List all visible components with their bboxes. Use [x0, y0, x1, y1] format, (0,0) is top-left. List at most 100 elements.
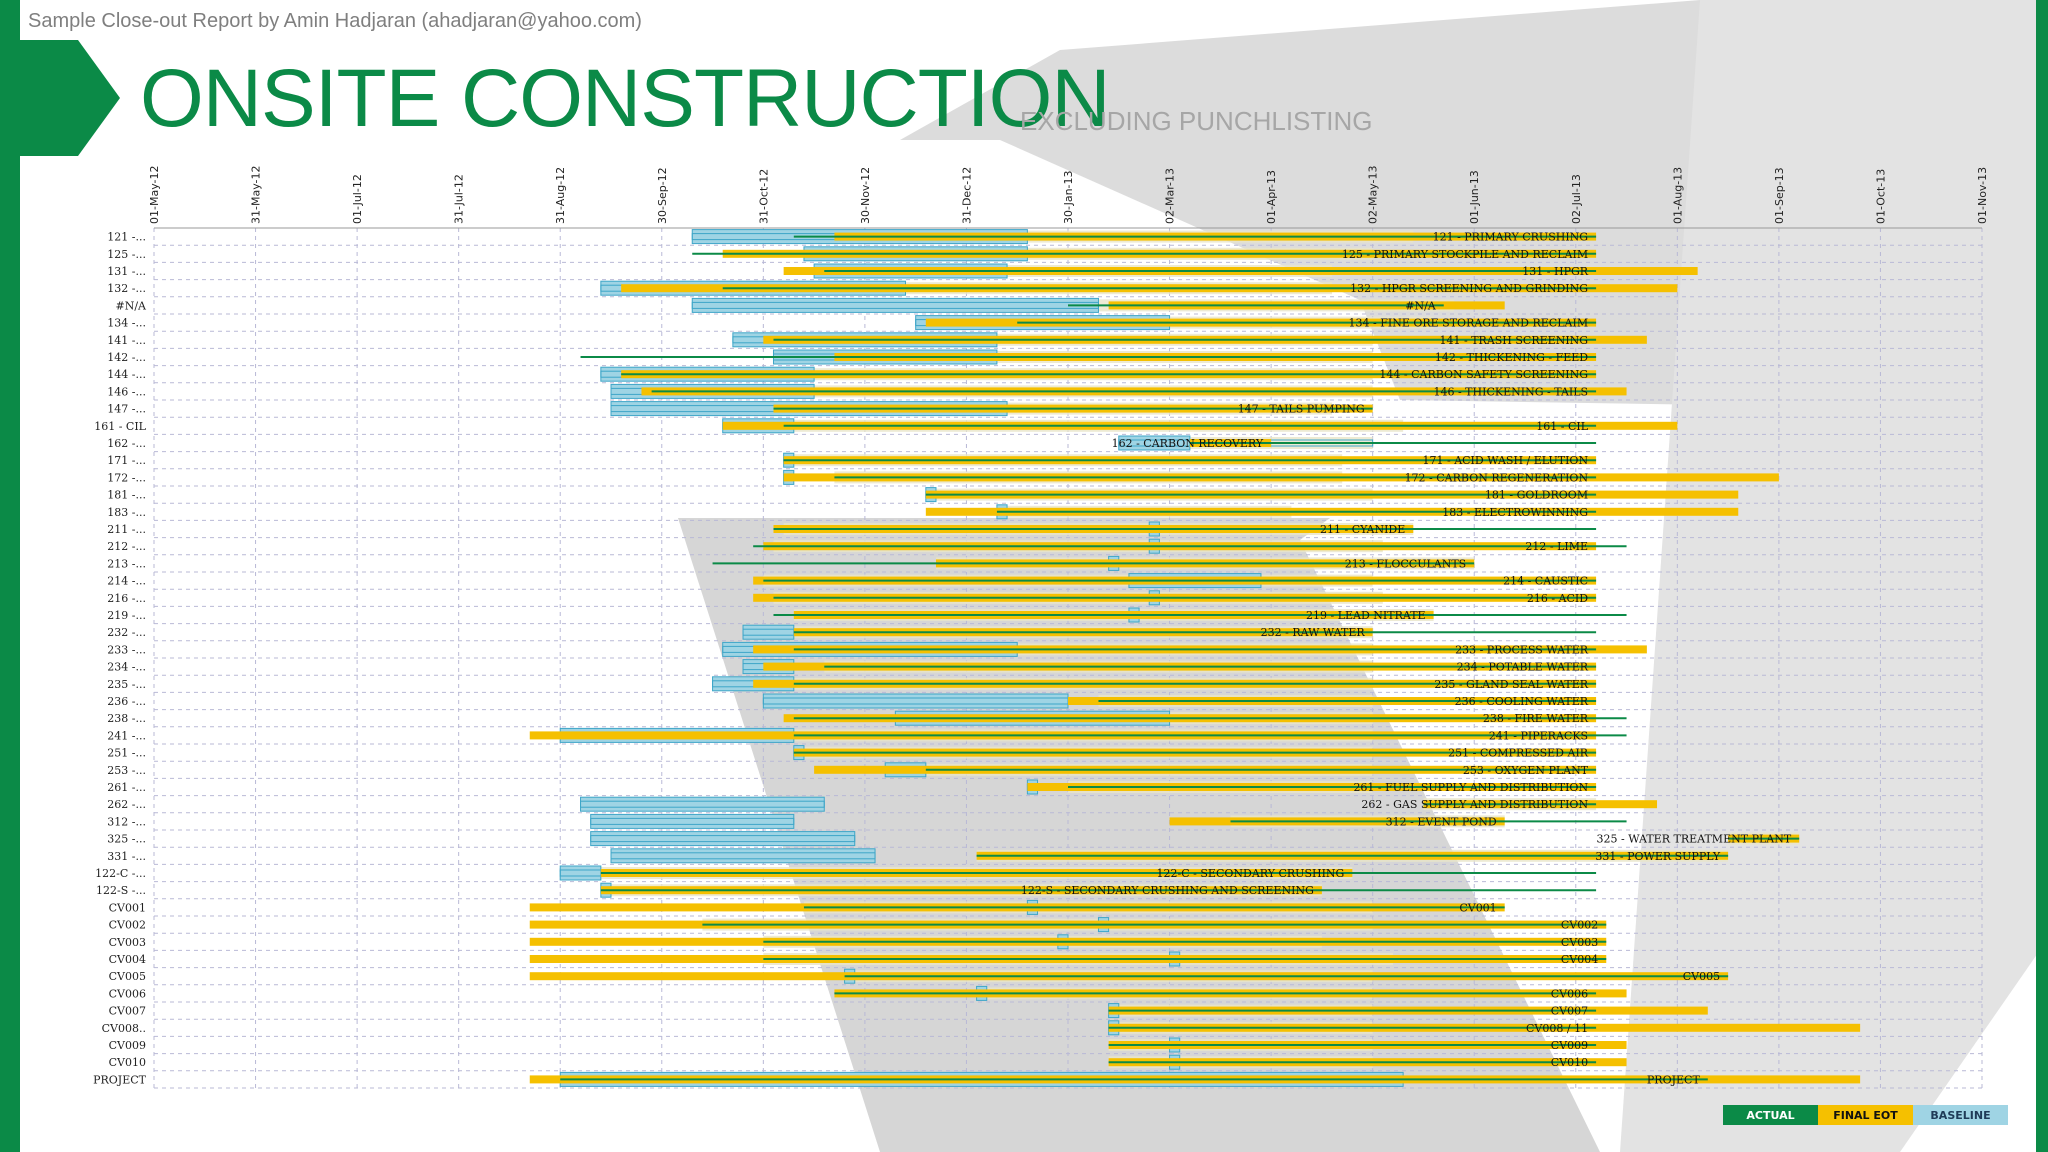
task-label: 171 - ACID WASH / ELUTION [1422, 454, 1588, 467]
task-label: CV005 [1683, 970, 1720, 983]
row-label: 141 -... [107, 334, 146, 347]
task-label: 214 - CAUSTIC [1503, 575, 1588, 588]
baseline-bar [559, 865, 602, 881]
task-label: 262 - GAS SUPPLY AND DISTRIBUTION [1361, 798, 1588, 811]
x-tick-label: 01-Jul-12 [351, 174, 364, 224]
page-subtitle: EXCLUDING PUNCHLISTING [1020, 106, 1373, 136]
row-label: 216 -... [107, 592, 146, 605]
row-label: 241 -... [107, 729, 146, 742]
row-label: 131 -... [107, 265, 146, 278]
baseline-bar [580, 796, 825, 812]
task-label: 241 - PIPERACKS [1489, 729, 1588, 742]
task-label: CV010 [1551, 1056, 1588, 1069]
task-label: 238 - FIRE WATER [1483, 712, 1589, 725]
row-label: 261 -... [107, 781, 146, 794]
task-label: 216 - ACID [1527, 592, 1588, 605]
row-label: 234 -... [107, 661, 146, 674]
task-label: 161 - CIL [1536, 420, 1588, 433]
x-tick-label: 02-Mar-13 [1164, 168, 1177, 224]
legend-actual: ACTUAL [1723, 1105, 1818, 1125]
baseline-bar [590, 831, 856, 847]
task-label: 232 - RAW WATER [1261, 626, 1366, 639]
task-label: 172 - CARBON REGENERATION [1405, 471, 1589, 484]
x-tick-label: 02-May-13 [1367, 166, 1380, 224]
task-label: 132 - HPGR SCREENING AND GRINDING [1350, 282, 1588, 295]
task-label: 251 - COMPRESSED AIR [1448, 747, 1589, 760]
task-label: 134 - FINE ORE STORAGE AND RECLAIM [1349, 317, 1589, 330]
task-label: 331 - POWER SUPPLY [1595, 850, 1720, 863]
baseline-bar [762, 693, 1069, 709]
row-label: 213 -... [107, 557, 146, 570]
row-label: CV005 [109, 970, 146, 983]
row-label: 262 -... [107, 798, 146, 811]
task-label: 253 - OXYGEN PLANT [1463, 764, 1589, 777]
row-label: 235 -... [107, 678, 146, 691]
x-tick-label: 01-Jun-13 [1468, 170, 1481, 224]
task-label: 235 - GLAND SEAL WATER [1434, 678, 1588, 691]
task-label: 234 - POTABLE WATER [1457, 661, 1589, 674]
task-label: 212 - LIME [1525, 540, 1588, 553]
task-label: 325 - WATER TREATMENT PLANT [1597, 833, 1792, 846]
task-label: CV008 / 11 [1526, 1022, 1588, 1035]
row-label: CV006 [109, 987, 146, 1000]
task-label: 146 - THICKENING - TAILS [1433, 385, 1588, 398]
legend-baseline: BASELINE [1913, 1105, 2008, 1125]
x-tick-label: 31-May-12 [250, 166, 263, 224]
baseline-outline [610, 852, 876, 860]
x-tick-label: 30-Sep-12 [656, 167, 669, 224]
x-tick-label: 31-Dec-12 [960, 167, 973, 224]
task-label: CV006 [1551, 987, 1588, 1000]
task-label: 141 - TRASH SCREENING [1440, 334, 1589, 347]
row-label: #N/A [116, 299, 148, 312]
row-label: 233 -... [107, 643, 146, 656]
row-label: 232 -... [107, 626, 146, 639]
row-label: 134 -... [107, 317, 146, 330]
task-label: 236 - COOLING WATER [1455, 695, 1589, 708]
arrow-chevron-icon [20, 40, 120, 156]
task-label: CV002 [1561, 919, 1598, 932]
task-label: 131 - HPGR [1522, 265, 1588, 278]
x-tick-label: 31-Oct-12 [757, 169, 770, 224]
x-tick-label: 01-Nov-13 [1976, 167, 1989, 224]
x-tick-label: 01-May-12 [148, 166, 161, 224]
right-accent-bar [2036, 0, 2048, 1152]
row-label: CV004 [109, 953, 146, 966]
header-note: Sample Close-out Report by Amin Hadjaran… [28, 10, 642, 32]
task-label: CV001 [1459, 901, 1496, 914]
baseline-outline [580, 800, 825, 808]
row-label: 238 -... [107, 712, 146, 725]
task-label: 261 - FUEL SUPPLY AND DISTRIBUTION [1353, 781, 1588, 794]
row-label: 122-C -... [95, 867, 146, 880]
baseline-outline [590, 835, 856, 843]
row-label: CV002 [109, 919, 146, 932]
row-label: 183 -... [107, 506, 146, 519]
x-tick-label: 01-Sep-13 [1773, 167, 1786, 224]
row-label: 144 -... [107, 368, 146, 381]
x-tick-label: 02-Jul-13 [1570, 174, 1583, 224]
row-label: 312 -... [107, 815, 146, 828]
row-label: 125 -... [107, 248, 146, 261]
task-label: CV003 [1561, 936, 1598, 949]
x-tick-label: 30-Jan-13 [1062, 170, 1075, 224]
row-label: CV009 [109, 1039, 146, 1052]
row-label: 219 -... [107, 609, 146, 622]
row-label: CV008.. [102, 1022, 146, 1035]
task-label: 233 - PROCESS WATER [1455, 643, 1589, 656]
x-tick-label: 01-Apr-13 [1265, 170, 1278, 224]
row-label: 121 -... [107, 231, 146, 244]
baseline-bar [742, 624, 795, 640]
task-label: 142 - THICKENING - FEED [1435, 351, 1588, 364]
baseline-outline [590, 817, 795, 825]
row-label: CV007 [109, 1005, 146, 1018]
row-label: 331 -... [107, 850, 146, 863]
task-label: CV007 [1551, 1005, 1588, 1018]
row-label: 214 -... [107, 575, 146, 588]
left-accent-bar [0, 0, 20, 1152]
x-tick-label: 31-Jul-12 [453, 174, 466, 224]
task-label: 219 - LEAD NITRATE [1306, 609, 1426, 622]
x-tick-label: 01-Aug-13 [1671, 167, 1684, 224]
row-label: 147 -... [107, 403, 146, 416]
row-label: CV001 [109, 901, 146, 914]
row-label: 212 -... [107, 540, 146, 553]
row-label: PROJECT [93, 1073, 147, 1086]
